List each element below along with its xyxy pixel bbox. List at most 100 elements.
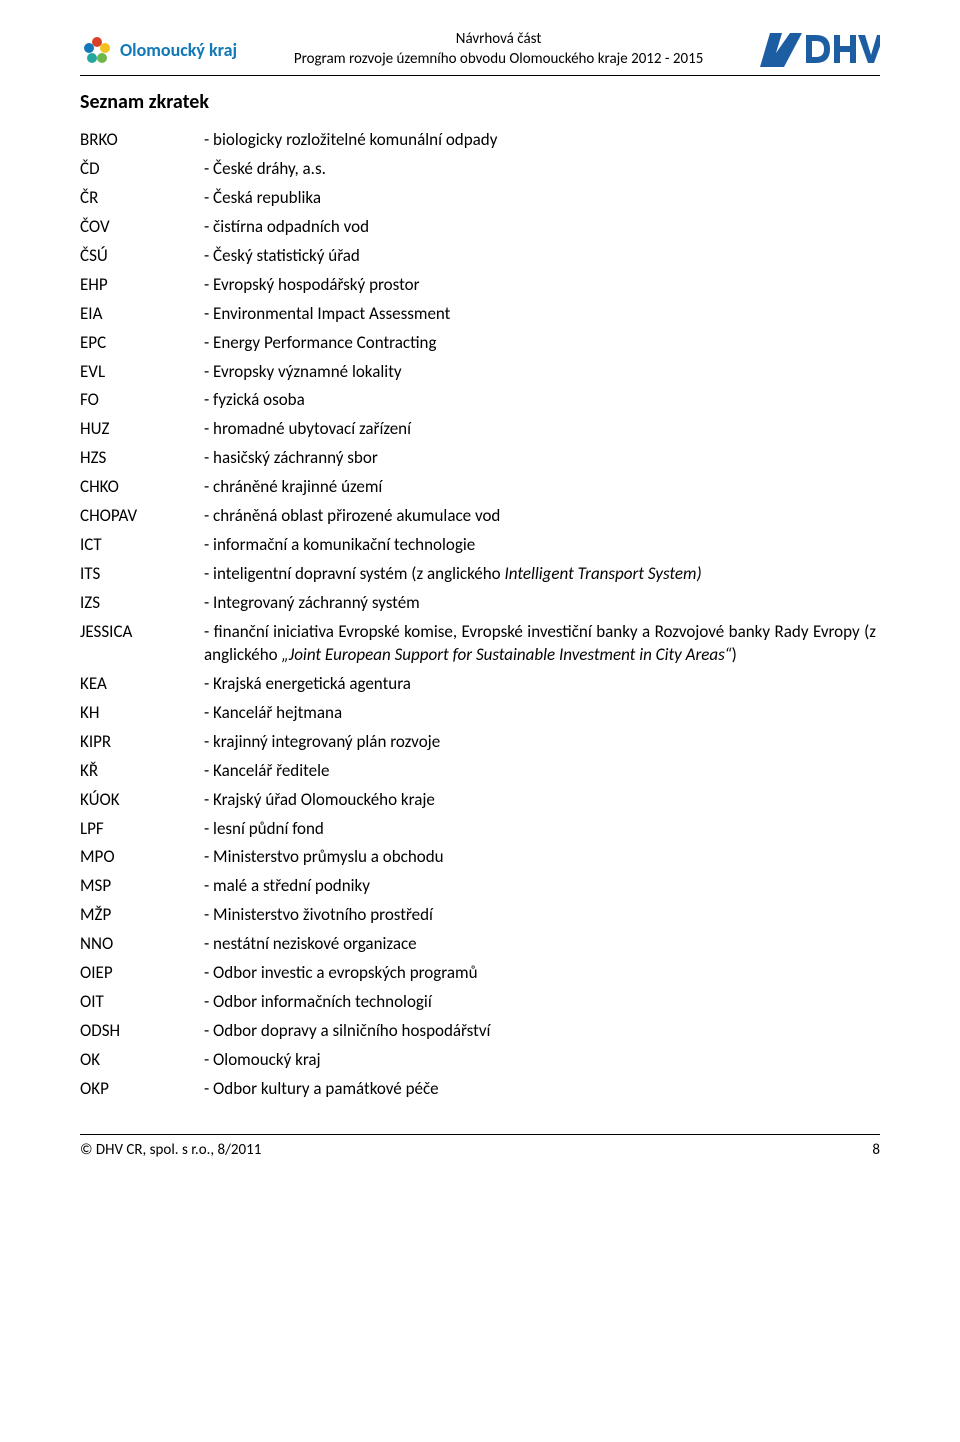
abbr-value: - lesní půdní fond xyxy=(204,815,880,844)
abbr-value: - Krajský úřad Olomouckého kraje xyxy=(204,786,880,815)
abbr-value: - biologicky rozložitelné komunální odpa… xyxy=(204,126,880,155)
abbr-key: ODSH xyxy=(80,1017,204,1046)
abbr-key: CHOPAV xyxy=(80,502,204,531)
abbreviations-table: BRKO- biologicky rozložitelné komunální … xyxy=(80,126,880,1104)
abbr-value: - Český statistický úřad xyxy=(204,242,880,271)
abbr-value: - nestátní neziskové organizace xyxy=(204,930,880,959)
abbr-key: OKP xyxy=(80,1075,204,1104)
abbr-value: - fyzická osoba xyxy=(204,386,880,415)
footer-copyright: © DHV CR, spol. s r.o., 8/2011 xyxy=(80,1141,261,1159)
abbr-value: - Environmental Impact Assessment xyxy=(204,300,880,329)
abbr-value: - Olomoucký kraj xyxy=(204,1046,880,1075)
table-row: KH- Kancelář hejtmana xyxy=(80,699,880,728)
table-row: ČD- České dráhy, a.s. xyxy=(80,155,880,184)
table-row: MSP- malé a střední podniky xyxy=(80,872,880,901)
abbr-key: LPF xyxy=(80,815,204,844)
abbr-value: - malé a střední podniky xyxy=(204,872,880,901)
abbr-value: - České dráhy, a.s. xyxy=(204,155,880,184)
table-row: EPC- Energy Performance Contracting xyxy=(80,329,880,358)
table-row: EHP- Evropský hospodářský prostor xyxy=(80,271,880,300)
table-row: HZS- hasičský záchranný sbor xyxy=(80,444,880,473)
logo-dhv xyxy=(760,31,880,69)
table-row: HUZ- hromadné ubytovací zařízení xyxy=(80,415,880,444)
abbr-value-text: ) xyxy=(732,644,737,665)
abbr-value: - chráněné krajinné území xyxy=(204,473,880,502)
abbr-key: KEA xyxy=(80,670,204,699)
abbr-key: ITS xyxy=(80,560,204,589)
table-row: JESSICA- finanční iniciativa Evropské ko… xyxy=(80,618,880,670)
table-row: OK- Olomoucký kraj xyxy=(80,1046,880,1075)
table-row: NNO- nestátní neziskové organizace xyxy=(80,930,880,959)
table-row: CHKO- chráněné krajinné území xyxy=(80,473,880,502)
abbr-value: - inteligentní dopravní systém (z anglic… xyxy=(204,560,880,589)
abbr-value-text: - inteligentní dopravní systém (z anglic… xyxy=(204,563,504,584)
abbr-key: ICT xyxy=(80,531,204,560)
abbr-key: MPO xyxy=(80,843,204,872)
table-row: EIA- Environmental Impact Assessment xyxy=(80,300,880,329)
abbr-key: OK xyxy=(80,1046,204,1075)
abbr-value: - Odbor kultury a památkové péče xyxy=(204,1075,880,1104)
table-row: OKP- Odbor kultury a památkové péče xyxy=(80,1075,880,1104)
header-title-block: Návrhová část Program rozvoje územního o… xyxy=(237,30,760,69)
abbr-key: FO xyxy=(80,386,204,415)
abbr-key: KÚOK xyxy=(80,786,204,815)
abbr-value: - Kancelář hejtmana xyxy=(204,699,880,728)
flower-icon xyxy=(80,33,114,67)
abbr-key: BRKO xyxy=(80,126,204,155)
abbr-key: CHKO xyxy=(80,473,204,502)
table-row: FO- fyzická osoba xyxy=(80,386,880,415)
table-row: ČOV- čistírna odpadních vod xyxy=(80,213,880,242)
section-title: Seznam zkratek xyxy=(80,90,880,114)
abbr-value: - Integrovaný záchranný systém xyxy=(204,589,880,618)
table-row: OIT- Odbor informačních technologií xyxy=(80,988,880,1017)
table-row: KIPR- krajinný integrovaný plán rozvoje xyxy=(80,728,880,757)
abbr-key: KH xyxy=(80,699,204,728)
footer-page-number: 8 xyxy=(872,1141,880,1159)
abbr-key: EPC xyxy=(80,329,204,358)
abbr-value: - čistírna odpadních vod xyxy=(204,213,880,242)
abbr-value: - Evropský hospodářský prostor xyxy=(204,271,880,300)
abbr-value: - finanční iniciativa Evropské komise, E… xyxy=(204,618,880,670)
abbr-value: - Krajská energetická agentura xyxy=(204,670,880,699)
abbr-value: - informační a komunikační technologie xyxy=(204,531,880,560)
table-row: EVL- Evropsky významné lokality xyxy=(80,358,880,387)
table-row: LPF- lesní půdní fond xyxy=(80,815,880,844)
table-row: MŽP- Ministerstvo životního prostředí xyxy=(80,901,880,930)
logo-region-text: Olomoucký kraj xyxy=(120,39,237,61)
abbr-key: JESSICA xyxy=(80,618,204,670)
abbr-value: - Česká republika xyxy=(204,184,880,213)
abbr-key: HUZ xyxy=(80,415,204,444)
abbr-key: MSP xyxy=(80,872,204,901)
header-line2: Program rozvoje územního obvodu Olomouck… xyxy=(237,50,760,70)
abbr-value: - Energy Performance Contracting xyxy=(204,329,880,358)
abbr-key: OIEP xyxy=(80,959,204,988)
page-header: Olomoucký kraj Návrhová část Program roz… xyxy=(80,30,880,76)
table-row: ICT- informační a komunikační technologi… xyxy=(80,531,880,560)
abbr-value: - hromadné ubytovací zařízení xyxy=(204,415,880,444)
table-row: OIEP- Odbor investic a evropských progra… xyxy=(80,959,880,988)
table-row: CHOPAV- chráněná oblast přirozené akumul… xyxy=(80,502,880,531)
abbr-key: EHP xyxy=(80,271,204,300)
table-row: KŘ- Kancelář ředitele xyxy=(80,757,880,786)
abbr-value: - Odbor dopravy a silničního hospodářstv… xyxy=(204,1017,880,1046)
table-row: BRKO- biologicky rozložitelné komunální … xyxy=(80,126,880,155)
abbr-value: - chráněná oblast přirozené akumulace vo… xyxy=(204,502,880,531)
table-row: IZS- Integrovaný záchranný systém xyxy=(80,589,880,618)
table-row: ODSH- Odbor dopravy a silničního hospodá… xyxy=(80,1017,880,1046)
abbr-value: - Odbor informačních technologií xyxy=(204,988,880,1017)
table-row: ITS- inteligentní dopravní systém (z ang… xyxy=(80,560,880,589)
abbr-key: ČSÚ xyxy=(80,242,204,271)
page-footer: © DHV CR, spol. s r.o., 8/2011 8 xyxy=(80,1134,880,1159)
page: Olomoucký kraj Návrhová část Program roz… xyxy=(0,0,960,1189)
abbr-key: EIA xyxy=(80,300,204,329)
abbr-value: - Odbor investic a evropských programů xyxy=(204,959,880,988)
abbr-key: NNO xyxy=(80,930,204,959)
abbr-value-italic: „Joint European Support for Sustainable … xyxy=(281,644,731,665)
abbr-value: - hasičský záchranný sbor xyxy=(204,444,880,473)
abbr-key: ČD xyxy=(80,155,204,184)
table-row: ČR- Česká republika xyxy=(80,184,880,213)
abbr-key: EVL xyxy=(80,358,204,387)
abbr-key: MŽP xyxy=(80,901,204,930)
abbr-value: - Ministerstvo průmyslu a obchodu xyxy=(204,843,880,872)
logo-region: Olomoucký kraj xyxy=(80,33,237,67)
